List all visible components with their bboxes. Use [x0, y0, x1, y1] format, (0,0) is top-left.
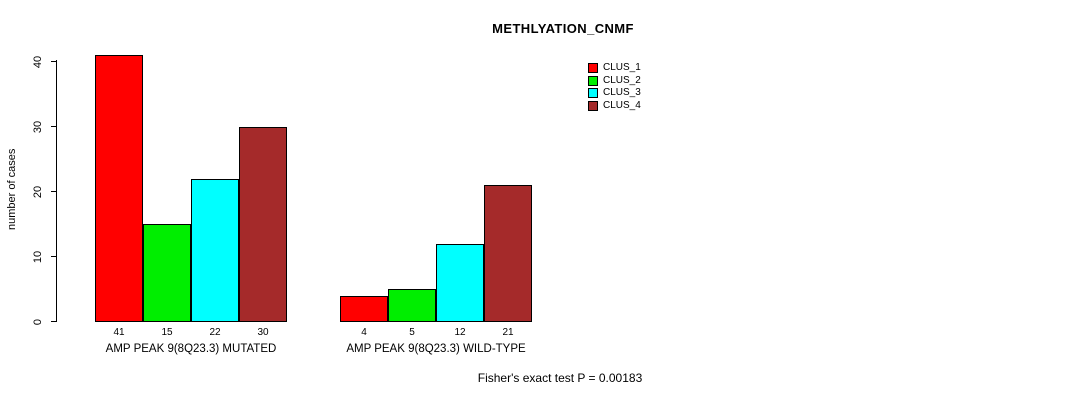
legend-item: CLUS_1: [588, 62, 641, 75]
x-group-label: AMP PEAK 9(8Q23.3) WILD-TYPE: [346, 343, 526, 355]
legend-swatch: [588, 75, 598, 86]
bar-clus_1: [340, 296, 388, 322]
legend-swatch: [588, 100, 598, 111]
legend-swatch: [588, 63, 598, 74]
bar-value-label: 22: [209, 327, 221, 338]
y-axis-tick: [51, 126, 56, 127]
bar-clus_3: [436, 244, 484, 322]
legend-label: CLUS_1: [603, 62, 641, 74]
legend: CLUS_1 CLUS_2 CLUS_3 CLUS_4: [588, 62, 641, 112]
bar-clus_2: [143, 224, 191, 322]
y-axis-tick: [51, 256, 56, 257]
legend-label: CLUS_4: [603, 99, 641, 111]
y-axis-label: number of cases: [6, 148, 18, 230]
bar-clus_1: [95, 55, 143, 322]
bar-value-label: 41: [113, 327, 125, 338]
legend-item: CLUS_4: [588, 100, 641, 113]
y-axis-tick-label: 10: [32, 250, 44, 264]
y-axis-tick: [51, 61, 56, 62]
bar-value-label: 21: [502, 327, 514, 338]
x-group-label: AMP PEAK 9(8Q23.3) MUTATED: [105, 343, 277, 355]
bar-clus_4: [484, 185, 532, 322]
y-axis-tick: [51, 191, 56, 192]
legend-item: CLUS_2: [588, 75, 641, 88]
fisher-test-annotation: Fisher's exact test P = 0.00183: [477, 371, 643, 385]
legend-item: CLUS_3: [588, 87, 641, 100]
bar-value-label: 15: [161, 327, 173, 338]
plot-area: 0 10 20 30 40 41 15 22 30 AMP PEAK 9(8Q23.3) MUTA…: [32, 55, 557, 355]
legend-swatch: [588, 88, 598, 99]
y-axis-tick-label: 30: [32, 120, 44, 134]
bar-clus_2: [388, 289, 436, 322]
y-axis-tick-label: 20: [32, 185, 44, 199]
bar-value-label: 5: [409, 327, 415, 338]
legend-label: CLUS_2: [603, 74, 641, 86]
bar-value-label: 12: [454, 327, 466, 338]
legend-label: CLUS_3: [603, 87, 641, 99]
y-axis-tick-label: 40: [32, 55, 44, 69]
bar-clus_4: [239, 127, 287, 322]
bar-clus_3: [191, 179, 239, 322]
bar-value-label: 4: [361, 327, 367, 338]
chart-title: METHLYATION_CNMF: [492, 21, 634, 36]
y-axis-tick-label: 0: [32, 318, 44, 326]
y-axis-line: [56, 60, 57, 322]
bar-value-label: 30: [257, 327, 269, 338]
y-axis-tick: [51, 321, 56, 322]
